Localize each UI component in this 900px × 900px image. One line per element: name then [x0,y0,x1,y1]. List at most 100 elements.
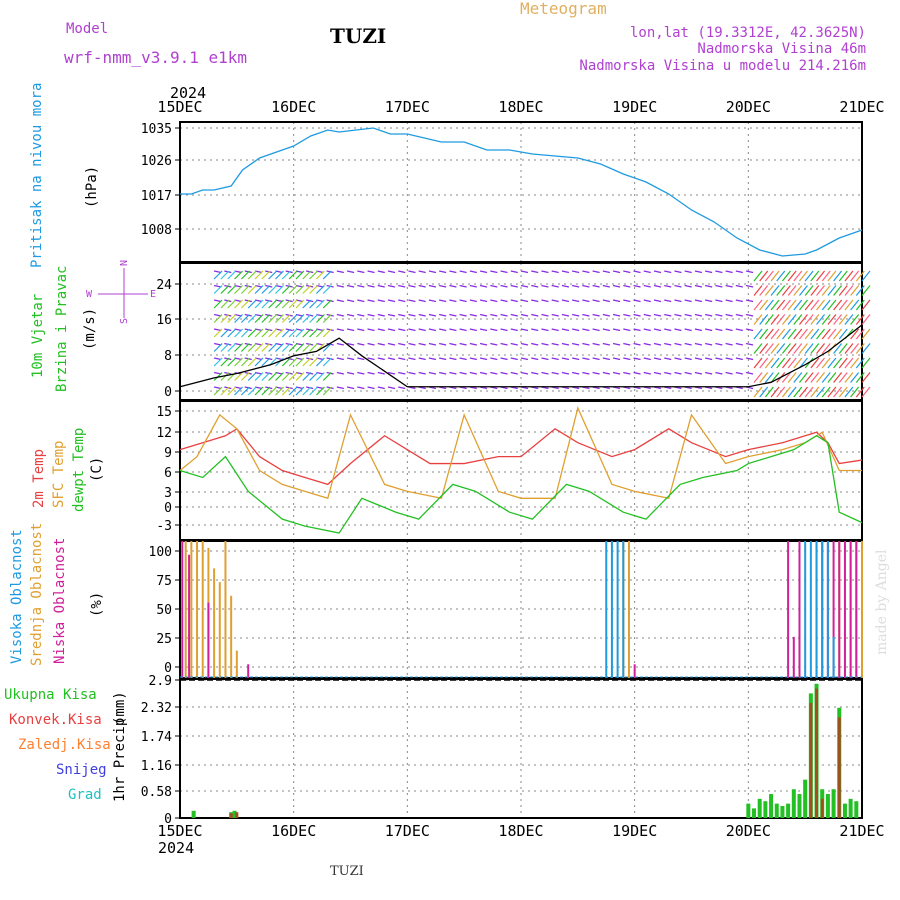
wind-arrow [227,270,237,280]
wind-arrow [833,285,843,296]
wind-arrow [322,357,332,367]
wind-arrow [500,284,508,288]
wind-arrow [367,328,375,332]
wind-arrow [315,270,325,280]
precip-legend-snow: Snijeg [56,762,107,778]
wind-arrow [770,314,780,325]
wind-arrow [510,357,518,361]
wind-arrow [309,270,319,280]
wind-arrow [745,299,754,303]
wind-y-tick-label: 24 [156,278,172,293]
wind-arrow [850,386,860,398]
wind-arrow [459,357,467,361]
wind-arrow [770,285,780,296]
pressure-y-tick-label: 1008 [141,223,172,238]
pressure-y-tick-label: 1035 [141,122,172,137]
wind-ylabel-1: 10m Vjetar [30,294,46,378]
wind-arrow [449,342,457,346]
precip-total-bar [803,779,808,818]
wind-arrow [439,299,447,303]
wind-arrow [387,357,396,361]
precip-conv-bar [815,688,819,818]
wind-arrow [490,299,498,303]
wind-arrow [281,343,291,352]
wind-arrow [810,314,820,325]
wind-arrow [833,386,843,398]
wind-arrow [408,270,416,274]
wind-arrow [541,371,549,375]
wind-arrow [288,285,298,294]
wind-arrow [261,299,271,309]
cloud-unit: (%) [89,592,105,617]
wind-arrow [247,372,257,381]
x-tick-label-bottom: 17DEC [385,822,430,840]
wind-arrow [827,357,837,369]
wind-arrow [725,342,733,346]
wind-arrow [234,328,243,338]
wind-arrow [387,299,396,303]
wind-arrow [220,372,230,381]
wind-arrow [439,313,447,317]
wind-arrow [520,299,529,303]
wind-arrow [653,371,662,375]
wind-arrow [254,314,264,323]
wind-arrow [449,371,457,375]
wind-arrow [833,314,843,325]
wind-arrow [322,285,332,294]
wind-arrow [357,386,365,390]
wind-arrow [653,270,662,274]
wind-arrow [322,328,332,338]
precip-y-tick-label: 0 [164,812,172,827]
wind-arrow [336,371,345,375]
temp2m-line [179,427,863,486]
wind-arrow [541,342,549,346]
wind-arrow [799,343,808,354]
wind-arrow [833,357,843,369]
precip-total-bar [831,789,836,818]
wind-arrow [816,386,826,398]
wind-arrow [735,284,743,288]
precip-total-bar [791,789,796,818]
wind-arrow [479,357,488,361]
wind-arrow [469,313,477,317]
wind-arrow [357,342,365,346]
wind-arrow [346,328,355,332]
wind-arrow [520,313,529,317]
wind-arrow [469,371,477,375]
wind-arrow [428,299,437,303]
wind-ylabel-2: Brzina i Pravac [54,266,70,392]
wind-arrow [541,299,549,303]
wind-arrow [398,284,406,288]
wind-arrow [398,328,406,332]
wind-arrow [315,386,325,396]
wind-arrow [302,270,312,280]
wind-arrow [479,328,488,332]
wind-arrow [428,270,437,274]
model-label: Model [66,21,108,37]
wind-arrow [275,314,284,323]
wind-arrow [582,357,590,361]
wind-arrow [302,299,312,309]
wind-arrow [459,284,467,288]
wind-arrow [623,328,631,332]
wind-arrow [745,313,754,317]
wind-arrow [799,372,808,383]
dewpt-line [179,434,863,534]
wind-arrow [844,357,854,369]
wind-arrow [551,284,559,288]
wind-arrow [572,270,580,274]
wind-arrow [261,314,271,323]
wind-arrow [770,270,780,282]
wind-arrow [459,328,467,332]
wind-arrow [234,299,243,309]
wind-arrow [745,328,754,332]
wind-arrow [490,371,498,375]
wind-arrow [367,299,375,303]
wind-arrow [759,270,769,282]
temperature-y-tick-label: 9 [164,446,172,461]
wind-arrow [261,357,271,367]
wind-arrow [309,372,319,381]
wind-arrow [322,386,332,396]
wind-arrow [469,284,477,288]
wind-arrow [725,357,733,361]
